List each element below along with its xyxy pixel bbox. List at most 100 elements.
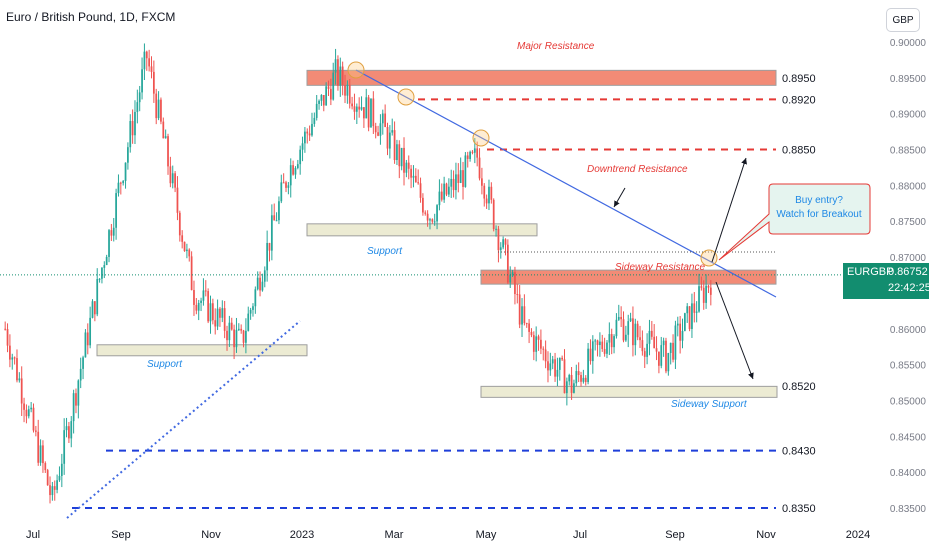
candle-body [278,201,280,221]
candle-body [311,123,313,136]
candle-body [405,162,408,173]
candle-body [469,151,471,159]
candle-body [25,409,28,417]
candle-body [183,241,186,252]
x-tick-label: Sep [665,529,685,541]
candle-body [606,342,608,354]
candle-body [589,348,592,362]
candle-body [438,191,441,206]
candle-body [570,374,573,393]
candle-body [499,247,502,251]
candle-body [660,345,663,366]
candle-body [403,147,405,173]
candle-body [407,162,410,169]
candle-body [299,149,302,165]
candle-body [584,377,587,383]
callout-bubble [718,183,871,261]
candle-body [30,407,33,410]
candle-body [622,319,625,341]
y-tick-label: 0.88500 [890,146,927,157]
candle-body [629,318,632,322]
candle-body [506,244,509,283]
candle-body [157,99,160,119]
candle-body [431,219,434,222]
candle-body [433,221,436,223]
candle-body [374,126,377,133]
y-tick-label: 0.83500 [890,504,927,515]
candle-body [292,165,294,175]
candle-body [72,393,75,422]
candle-body [56,480,58,490]
candle-body [575,371,578,384]
candle-body [636,323,639,338]
candle-body [6,329,9,346]
y-tick-label: 0.84500 [890,432,927,443]
candle-body [65,426,68,431]
overlays-layer: 0.8950 0.8920 0.8850 0.8520 0.8430 0.8350 [0,61,843,519]
candle-body [419,183,422,198]
candle-body [176,187,179,213]
candle-body [178,212,181,236]
candle-body [20,378,23,404]
candle-body [679,323,682,341]
candle-body [195,304,198,311]
candle-body [98,278,101,280]
candle-body [216,308,219,327]
candle-body [396,144,398,161]
candle-body [86,332,89,346]
candle-body [459,170,462,183]
candle-body [270,215,273,251]
candle-body [16,358,18,381]
candle-body [261,281,264,291]
zones-layer [96,69,778,398]
candle-body [648,330,651,344]
candle-body [136,102,139,112]
candle-body [91,301,94,318]
support-label-lower: Support [147,359,183,370]
candle-body [51,486,54,496]
y-tick-label: 0.85500 [890,361,927,372]
candle-body [167,136,169,167]
candle-body [129,121,132,148]
touch-point-marker [472,129,490,147]
y-axis: 0.90000 0.89500 0.89000 0.88500 0.88000 0.875… [890,38,927,515]
candle-body [84,332,87,358]
candle-body [327,86,330,89]
candle-body [400,147,403,167]
candle-body [535,336,538,352]
candle-body [318,100,320,104]
candle-body [367,97,370,128]
candle-body [341,66,344,86]
candle-body [108,230,110,257]
candle-body [537,336,540,340]
candle-body [599,341,601,346]
candle-body [4,328,7,330]
candle-body [155,93,158,119]
candle-body [89,317,92,346]
candle-body [641,340,644,352]
candle-body [162,121,165,139]
candle-body [502,239,505,248]
candle-body [358,106,361,110]
candle-body [542,348,545,350]
candle-body [193,290,195,305]
candle-body [412,175,415,178]
candle-body [627,321,630,335]
x-tick-label: Nov [201,529,221,541]
candle-body [709,287,712,295]
candle-body [301,143,304,150]
currency-button[interactable]: GBP [886,8,920,32]
candle-body [577,371,580,376]
candle-body [160,99,162,122]
candle-body [79,368,82,381]
symbol-label: EURGBP [847,266,894,278]
candle-body [551,359,554,364]
candle-body [398,144,401,167]
candle-body [63,430,66,464]
candle-body [171,173,174,184]
candle-body [676,323,679,326]
candle-body [632,318,634,346]
candle-body [662,340,665,346]
